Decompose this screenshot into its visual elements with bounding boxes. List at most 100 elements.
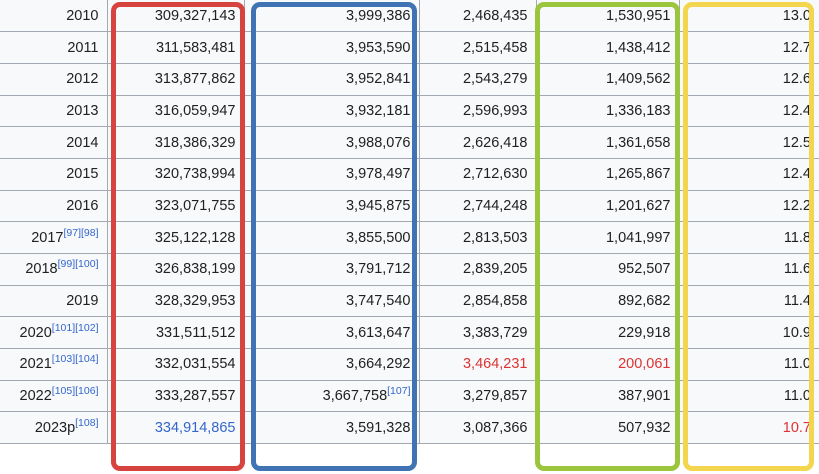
column-2-cell: 3,932,181: [243, 94, 420, 128]
column-3-value: 3,279,857: [462, 388, 528, 405]
column-4-cell: 229,918: [535, 316, 680, 350]
column-2-cell: 3,988,076: [243, 126, 420, 159]
column-5-value: 13.0: [782, 7, 811, 24]
population-value: 318,386,329: [154, 134, 236, 151]
column-5-cell: 12.5: [678, 126, 819, 159]
table-row: 2022[105][106] 333,287,557 3,667,758[107] 3…: [0, 379, 819, 413]
column-5-cell: 11.4: [678, 284, 819, 318]
year-cell: 2019: [0, 284, 108, 318]
reference-link[interactable]: [99]: [57, 258, 76, 271]
column-5-cell: 11.0: [678, 348, 819, 381]
population-value: 331,511,512: [155, 324, 236, 341]
column-2-cell: 3,999,386: [243, 0, 420, 33]
population-cell: 313,877,862: [106, 62, 245, 96]
column-3-value: 2,468,435: [462, 7, 528, 24]
year-cell: 2018[99][100]: [0, 253, 108, 286]
column-4-value: 200,061: [618, 356, 671, 373]
column-4-value: 1,361,658: [605, 134, 671, 151]
year-cell: 2013: [0, 94, 108, 128]
table-row: 2013 316,059,947 3,932,181 2,596,993 1,336,1…: [0, 94, 819, 128]
column-5-value: 11.8: [783, 229, 811, 246]
column-4-value: 892,682: [618, 293, 671, 310]
column-3-value: 2,813,503: [462, 229, 528, 246]
column-3-cell: 2,854,858: [418, 284, 537, 318]
column-3-value: 2,712,630: [462, 166, 528, 183]
year-cell: 2012: [0, 62, 108, 96]
table-row: 2015 320,738,994 3,978,497 2,712,630 1,265,8…: [0, 157, 819, 191]
column-5-value: 10.7: [782, 419, 811, 436]
year-cell: 2011: [0, 31, 108, 64]
population-value: 311,583,481: [155, 39, 236, 56]
column-2-value: 3,999,386: [345, 7, 411, 24]
column-3-cell: 2,813,503: [418, 221, 537, 254]
column-2-value: 3,945,875: [345, 197, 411, 214]
table-row: 2017[97][98] 325,122,128 3,855,500 2,813,50…: [0, 221, 819, 254]
column-4-cell: 1,041,997: [535, 221, 680, 254]
column-4-value: 952,507: [618, 261, 671, 278]
column-2-cell: 3,591,328: [243, 411, 420, 445]
column-3-cell: 2,515,458: [418, 31, 537, 64]
column-3-cell: 2,468,435: [418, 0, 537, 33]
column-2-cell: 3,978,497: [243, 157, 420, 191]
population-cell: 318,386,329: [106, 126, 245, 159]
year-value: 2016: [66, 197, 99, 214]
reference-link[interactable]: [101]: [51, 321, 76, 334]
population-cell: 325,122,128: [106, 221, 245, 254]
column-3-cell: 2,626,418: [418, 126, 537, 159]
column-2-cell: 3,667,758[107]: [243, 379, 420, 413]
population-value: 326,838,199: [154, 261, 236, 278]
reference-superscript: [103][104]: [52, 354, 99, 366]
column-5-value: 12.6: [782, 71, 811, 88]
population-value: 313,877,862: [154, 71, 236, 88]
population-value: 316,059,947: [154, 102, 236, 119]
population-cell: 332,031,554: [106, 348, 245, 381]
population-cell: 323,071,755: [106, 189, 245, 223]
column-2-value: 3,978,497: [345, 166, 411, 183]
column-3-value: 2,839,205: [462, 261, 528, 278]
column-2-value: 3,667,758: [322, 388, 388, 405]
column-3-cell: 3,279,857: [418, 379, 537, 413]
column-2-value: 3,988,076: [345, 134, 411, 151]
year-cell: 2014: [0, 126, 108, 159]
population-cell: 316,059,947: [106, 94, 245, 128]
column-4-cell: 1,361,658: [535, 126, 680, 159]
reference-link[interactable]: [106]: [75, 385, 99, 398]
population-value: 332,031,554: [154, 356, 236, 373]
reference-link[interactable]: [107]: [387, 385, 411, 398]
column-4-cell: 1,201,627: [535, 189, 680, 223]
reference-link[interactable]: [97]: [63, 226, 81, 239]
column-3-cell: 3,383,729: [418, 316, 537, 350]
reference-link[interactable]: [100]: [75, 258, 99, 271]
column-2-cell: 3,952,841: [243, 62, 420, 96]
population-link[interactable]: 334,914,865: [154, 419, 236, 436]
column-4-value: 1,336,183: [605, 102, 671, 119]
table-row: 2010 309,327,143 3,999,386 2,468,435 1,530,9…: [0, 0, 819, 33]
reference-link[interactable]: [108]: [75, 417, 99, 430]
column-3-cell: 2,543,279: [418, 62, 537, 96]
reference-link[interactable]: [104]: [75, 353, 99, 366]
column-3-value: 2,854,858: [462, 293, 528, 310]
reference-link[interactable]: [98]: [80, 226, 99, 239]
year-value: 2023p: [34, 419, 76, 436]
reference-link[interactable]: [105]: [51, 385, 76, 398]
column-2-value: 3,664,292: [345, 356, 411, 373]
column-4-cell: 1,438,412: [535, 31, 680, 64]
year-cell: 2022[105][106]: [0, 379, 108, 413]
column-5-cell: 12.7: [678, 31, 819, 64]
table-row: 2016 323,071,755 3,945,875 2,744,248 1,201,6…: [0, 189, 819, 223]
column-2-value: 3,791,712: [345, 261, 411, 278]
population-value: 328,329,953: [154, 293, 236, 310]
column-4-cell: 1,409,562: [535, 62, 680, 96]
reference-link[interactable]: [103]: [51, 353, 76, 366]
year-cell: 2015: [0, 157, 108, 191]
column-4-value: 229,918: [618, 324, 671, 341]
population-cell: 328,329,953: [106, 284, 245, 318]
column-2-cell: 3,613,647: [243, 316, 420, 350]
reference-link[interactable]: [102]: [75, 321, 99, 334]
table-row: 2019 328,329,953 3,747,540 2,854,858 892,682…: [0, 284, 819, 318]
column-4-cell: 1,265,867: [535, 157, 680, 191]
column-5-cell: 10.7: [678, 411, 819, 445]
column-2-value: 3,591,328: [345, 419, 411, 436]
column-4-cell: 1,530,951: [535, 0, 680, 33]
